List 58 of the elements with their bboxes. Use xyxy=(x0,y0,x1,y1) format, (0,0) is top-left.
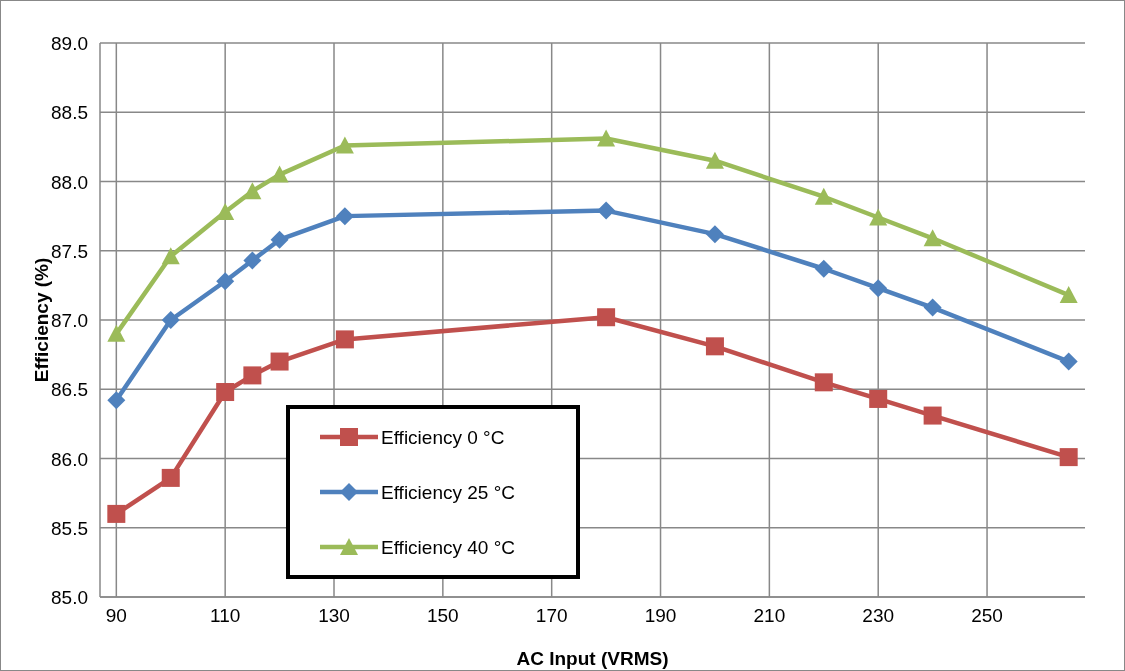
point xyxy=(869,389,888,408)
point xyxy=(270,165,289,183)
x-tick-label: 150 xyxy=(426,605,459,626)
point xyxy=(923,229,942,247)
point xyxy=(161,311,180,329)
x-tick-label: 250 xyxy=(971,605,1003,626)
point xyxy=(869,279,888,298)
point xyxy=(107,391,126,410)
point xyxy=(216,383,235,402)
point xyxy=(270,352,289,371)
point xyxy=(597,129,616,147)
x-tick-label: 130 xyxy=(318,605,350,626)
legend-label: Efficiency 25 °C xyxy=(381,482,515,503)
y-axis-title: Efficiency (%) xyxy=(31,257,52,383)
y-tick-label: 85.0 xyxy=(51,587,88,608)
x-tick-label: 110 xyxy=(210,605,241,626)
x-tick-label: 210 xyxy=(753,605,786,626)
point xyxy=(705,225,724,244)
y-tick-label: 89.0 xyxy=(51,33,88,54)
point xyxy=(814,259,833,278)
point xyxy=(107,324,126,342)
x-tick-label: 90 xyxy=(105,605,127,626)
point xyxy=(335,330,354,349)
point xyxy=(216,272,235,291)
point xyxy=(270,230,289,249)
legend-label: Efficiency 40 °C xyxy=(381,537,515,558)
point xyxy=(597,308,616,327)
point xyxy=(705,337,724,356)
y-tick-label: 88.0 xyxy=(51,171,88,193)
x-tick-label: 230 xyxy=(862,605,895,626)
point xyxy=(705,151,724,169)
y-tick-label: 87.0 xyxy=(51,310,88,331)
point xyxy=(243,366,262,385)
legend-label: Efficiency 0 °C xyxy=(381,427,505,448)
point xyxy=(814,373,833,392)
y-tick-label: 88.5 xyxy=(51,102,88,124)
point xyxy=(597,201,616,220)
point xyxy=(1059,448,1078,467)
x-axis-title: AC Input (VRMS) xyxy=(516,648,669,669)
point xyxy=(335,136,354,154)
point xyxy=(243,251,262,270)
point xyxy=(335,207,354,226)
point xyxy=(923,298,942,317)
y-tick-label: 87.5 xyxy=(51,240,88,262)
x-tick-label: 190 xyxy=(644,605,677,626)
point xyxy=(923,406,942,425)
point xyxy=(243,182,262,200)
point xyxy=(161,468,180,487)
point xyxy=(161,247,180,265)
x-tick-label: 170 xyxy=(535,605,568,626)
y-tick-label: 85.5 xyxy=(51,517,88,539)
point xyxy=(869,208,888,226)
point xyxy=(814,187,833,205)
point xyxy=(1059,352,1078,371)
y-tick-label: 86.0 xyxy=(51,448,88,470)
point xyxy=(107,504,126,523)
y-tick-label: 86.5 xyxy=(51,379,88,401)
point xyxy=(1059,286,1078,304)
